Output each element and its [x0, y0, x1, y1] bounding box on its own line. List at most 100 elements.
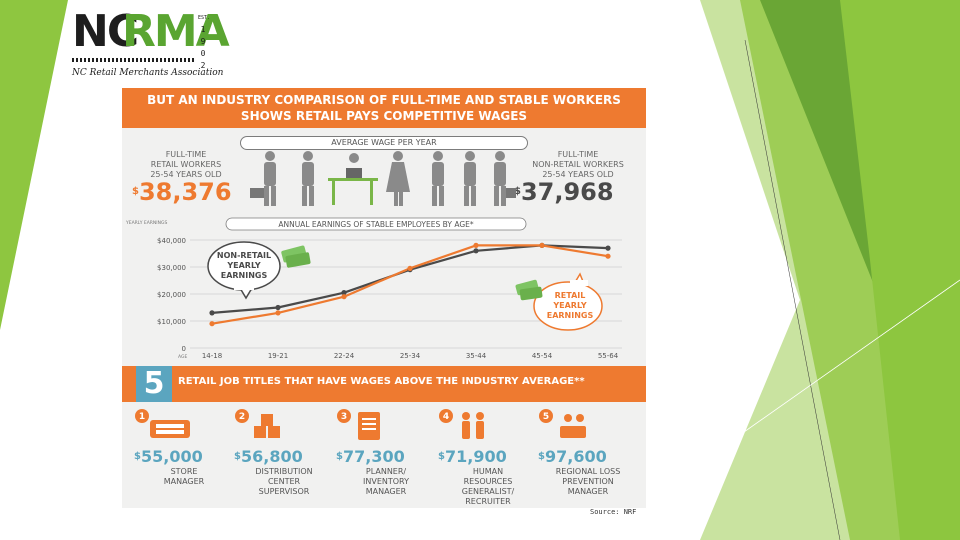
job-title: REGIONAL LOSS PREVENTION MANAGER: [538, 467, 638, 497]
non-retail-label-line: NON-RETAIL WORKERS: [532, 160, 624, 169]
job-wage-number: 77,300: [342, 447, 405, 466]
worker-figure-icon: [302, 151, 314, 206]
logo-est-digit: 2: [200, 61, 206, 70]
non-retail-wage-value: $37,968: [514, 178, 614, 206]
chart-y-tick-label: $20,000: [157, 291, 186, 299]
job-title-line: PREVENTION: [562, 477, 614, 486]
retail-wage-number: 38,376: [138, 178, 232, 206]
job-title: PLANNER/ INVENTORY MANAGER: [336, 467, 436, 497]
worker-figure-icon: [494, 151, 516, 206]
job-number: 5: [543, 412, 549, 422]
security-camera-icon: 5: [539, 409, 586, 438]
retail-annotation-line: RETAIL: [555, 291, 586, 300]
chart-data-point: [473, 248, 479, 254]
title-banner: [122, 88, 646, 128]
non-retail-annotation-line: YEARLY: [226, 261, 260, 270]
job-title-line: CENTER: [267, 477, 301, 486]
non-retail-annotation: NON-RETAIL YEARLY EARNINGS: [207, 241, 311, 300]
job-title-line: MANAGER: [365, 487, 407, 496]
job-wage: $77,300: [336, 447, 436, 467]
chart-data-point: [473, 242, 479, 248]
chart-y-ticks: $40,000 $30,000 $20,000 $10,000 0: [157, 237, 186, 353]
chart-data-point: [539, 242, 545, 248]
retail-label-line: FULL-TIME: [165, 150, 207, 159]
chart-title-pill: [225, 217, 527, 231]
dollar-sign: $: [438, 451, 445, 462]
job-title-line: STORE: [170, 467, 198, 476]
job-number: 3: [341, 412, 347, 422]
ncrma-logo: NC RMA EST. 1 9 0 2 NC Retail Merchants …: [72, 6, 230, 84]
title-line-1: BUT AN INDUSTRY COMPARISON OF FULL-TIME …: [147, 93, 621, 107]
job-title-line: RECRUITER: [465, 497, 511, 506]
job-number: 4: [443, 412, 449, 422]
retail-annotation-line: YEARLY: [552, 301, 586, 310]
chart-data-point: [209, 310, 215, 316]
job-wage: $56,800: [234, 447, 334, 467]
boxes-icon: 2: [235, 409, 280, 438]
job-number: 1: [139, 412, 145, 422]
job-title-line: GENERALIST/: [461, 487, 515, 496]
logo-subtitle: NC Retail Merchants Association: [72, 68, 224, 78]
earnings-line-chart: $40,000 $30,000 $20,000 $10,000 0 14-18 19-21…: [125, 217, 622, 360]
chart-data-point: [341, 290, 347, 296]
chart-y-tick-label: $10,000: [157, 318, 186, 326]
job-item-planner-inventory-manager: 3 $77,300 PLANNER/ INVENTORY MANAGER: [336, 408, 436, 497]
chart-data-point: [275, 304, 281, 311]
chart-y-tick-label: 0: [182, 345, 186, 353]
decorative-line: [689, 279, 960, 471]
logo-nc-text: NC: [72, 6, 139, 57]
jobs-banner: [122, 366, 646, 402]
chart-data-point: [605, 253, 611, 259]
clipboard-icon: 3: [337, 409, 380, 440]
chart-x-tick-label: 22-24: [334, 352, 355, 360]
dollar-sign: $: [514, 186, 521, 197]
chart-y-tick-label: $30,000: [157, 264, 186, 272]
job-wage: $71,900: [438, 447, 538, 467]
chart-x-tick-label: 45-54: [532, 352, 553, 360]
job-title-line: PLANNER/: [365, 467, 407, 476]
logo-est-digit: 1: [200, 25, 206, 34]
chart-x-tick-label: 35-44: [466, 352, 487, 360]
chart-x-tick-label: 19-21: [268, 352, 288, 360]
job-title-line: INVENTORY: [363, 477, 409, 486]
retail-wage-value: $38,376: [132, 178, 232, 206]
job-title: DISTRIBUTION CENTER SUPERVISOR: [234, 467, 334, 497]
job-wage-number: 56,800: [240, 447, 303, 466]
jobs-banner-text: RETAIL JOB TITLES THAT HAVE WAGES ABOVE …: [178, 376, 585, 387]
jobs-count-badge: 5: [136, 366, 172, 402]
job-title-line: MANAGER: [567, 487, 609, 496]
non-retail-workers-label: FULL-TIME NON-RETAIL WORKERS 25-54 YEARS…: [518, 150, 638, 180]
decorative-line: [744, 39, 841, 540]
dollar-sign: $: [336, 451, 343, 462]
job-title-line: SUPERVISOR: [258, 487, 310, 496]
job-wage-number: 55,000: [140, 447, 203, 466]
non-retail-label-line: 25-54 YEARS OLD: [542, 170, 614, 179]
cash-register-icon: 1: [135, 409, 190, 438]
job-title: HUMAN RESOURCES GENERALIST/ RECRUITER: [438, 467, 538, 507]
non-retail-label-line: FULL-TIME: [557, 150, 599, 159]
logo-est-label: EST.: [198, 15, 211, 21]
desk-icon: [328, 153, 378, 205]
workers-illustration: [250, 151, 516, 206]
chart-series-points: [209, 242, 611, 327]
chart-x-tick-label: 55-64: [598, 352, 619, 360]
job-wage-number: 71,900: [444, 447, 507, 466]
chart-data-point: [209, 321, 215, 327]
job-title-line: REGIONAL LOSS: [555, 467, 621, 476]
retail-workers-label: FULL-TIME RETAIL WORKERS 25-54 YEARS OLD: [136, 150, 236, 180]
average-wage-pill: AVERAGE WAGE PER YEAR: [240, 136, 528, 150]
logo-rma-text: RMA: [122, 6, 230, 57]
chart-data-point: [341, 294, 347, 300]
job-title-line: HUMAN: [472, 467, 504, 476]
logo-est-digit: 9: [200, 37, 206, 46]
retail-annotation-line: EARNINGS: [547, 311, 594, 320]
retail-annotation: RETAIL YEARLY EARNINGS: [515, 272, 603, 331]
job-wage-number: 97,600: [544, 447, 607, 466]
chart-x-tick-label: 14-18: [202, 352, 222, 360]
job-item-store-manager: 1 $55,000 STORE MANAGER: [134, 408, 234, 487]
chart-y-tick-label: $40,000: [157, 237, 186, 245]
retail-label-line: 25-54 YEARS OLD: [150, 170, 222, 179]
chart-y-axis-label: YEARLY EARNINGS: [125, 220, 167, 226]
job-wage: $55,000: [134, 447, 234, 467]
